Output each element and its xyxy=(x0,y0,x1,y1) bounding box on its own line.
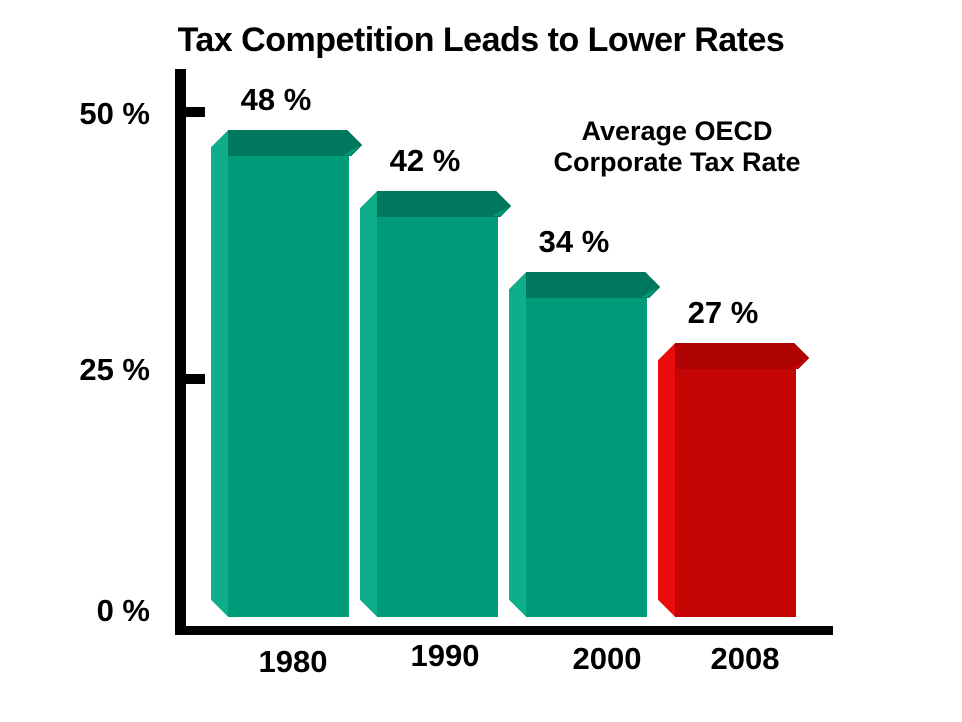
value-label: 27 % xyxy=(687,295,759,330)
y-axis-tick xyxy=(186,107,205,117)
category-label: 1980 xyxy=(258,644,328,679)
bar-2008-left-bevel xyxy=(658,343,675,617)
value-label: 42 % xyxy=(389,143,461,178)
chart-annotation-line: Corporate Tax Rate xyxy=(553,147,801,177)
y-axis-tick xyxy=(186,374,205,384)
bar-1990-tip-highlight xyxy=(493,207,508,216)
category-label: 2000 xyxy=(572,641,642,676)
y-axis-line xyxy=(175,69,186,635)
value-label: 48 % xyxy=(240,82,312,117)
bar-1980-face xyxy=(228,156,349,617)
bar-2008-face xyxy=(675,369,796,617)
y-axis-tick-label: 25 % xyxy=(79,352,150,387)
category-label: 1990 xyxy=(410,638,480,673)
chart-annotation-line: Average OECD xyxy=(581,116,773,146)
y-axis-tick-label: 50 % xyxy=(79,96,150,131)
bar-2000-face xyxy=(526,298,647,617)
bar-2008-top-bevel xyxy=(675,343,809,369)
bar-1990-face xyxy=(377,217,498,617)
y-axis-tick-label: 0 % xyxy=(96,593,150,628)
bar-1990-top-bevel xyxy=(377,191,511,217)
bar-2000-top-bevel xyxy=(526,272,660,298)
bar-2000-tip-highlight xyxy=(642,288,657,297)
chart-title: Tax Competition Leads to Lower Rates xyxy=(177,21,785,59)
x-axis-line xyxy=(175,626,833,635)
value-label: 34 % xyxy=(538,224,610,259)
bar-1980-top-bevel xyxy=(228,130,362,156)
bar-2000-left-bevel xyxy=(509,272,526,617)
bar-1980-left-bevel xyxy=(211,130,228,617)
bar-1980-tip-highlight xyxy=(344,146,359,155)
bar-1990-left-bevel xyxy=(360,191,377,617)
bar-2008-tip-highlight xyxy=(791,359,806,368)
category-label: 2008 xyxy=(710,641,780,676)
chart-annotation: Average OECD Corporate Tax Rate xyxy=(477,116,877,178)
